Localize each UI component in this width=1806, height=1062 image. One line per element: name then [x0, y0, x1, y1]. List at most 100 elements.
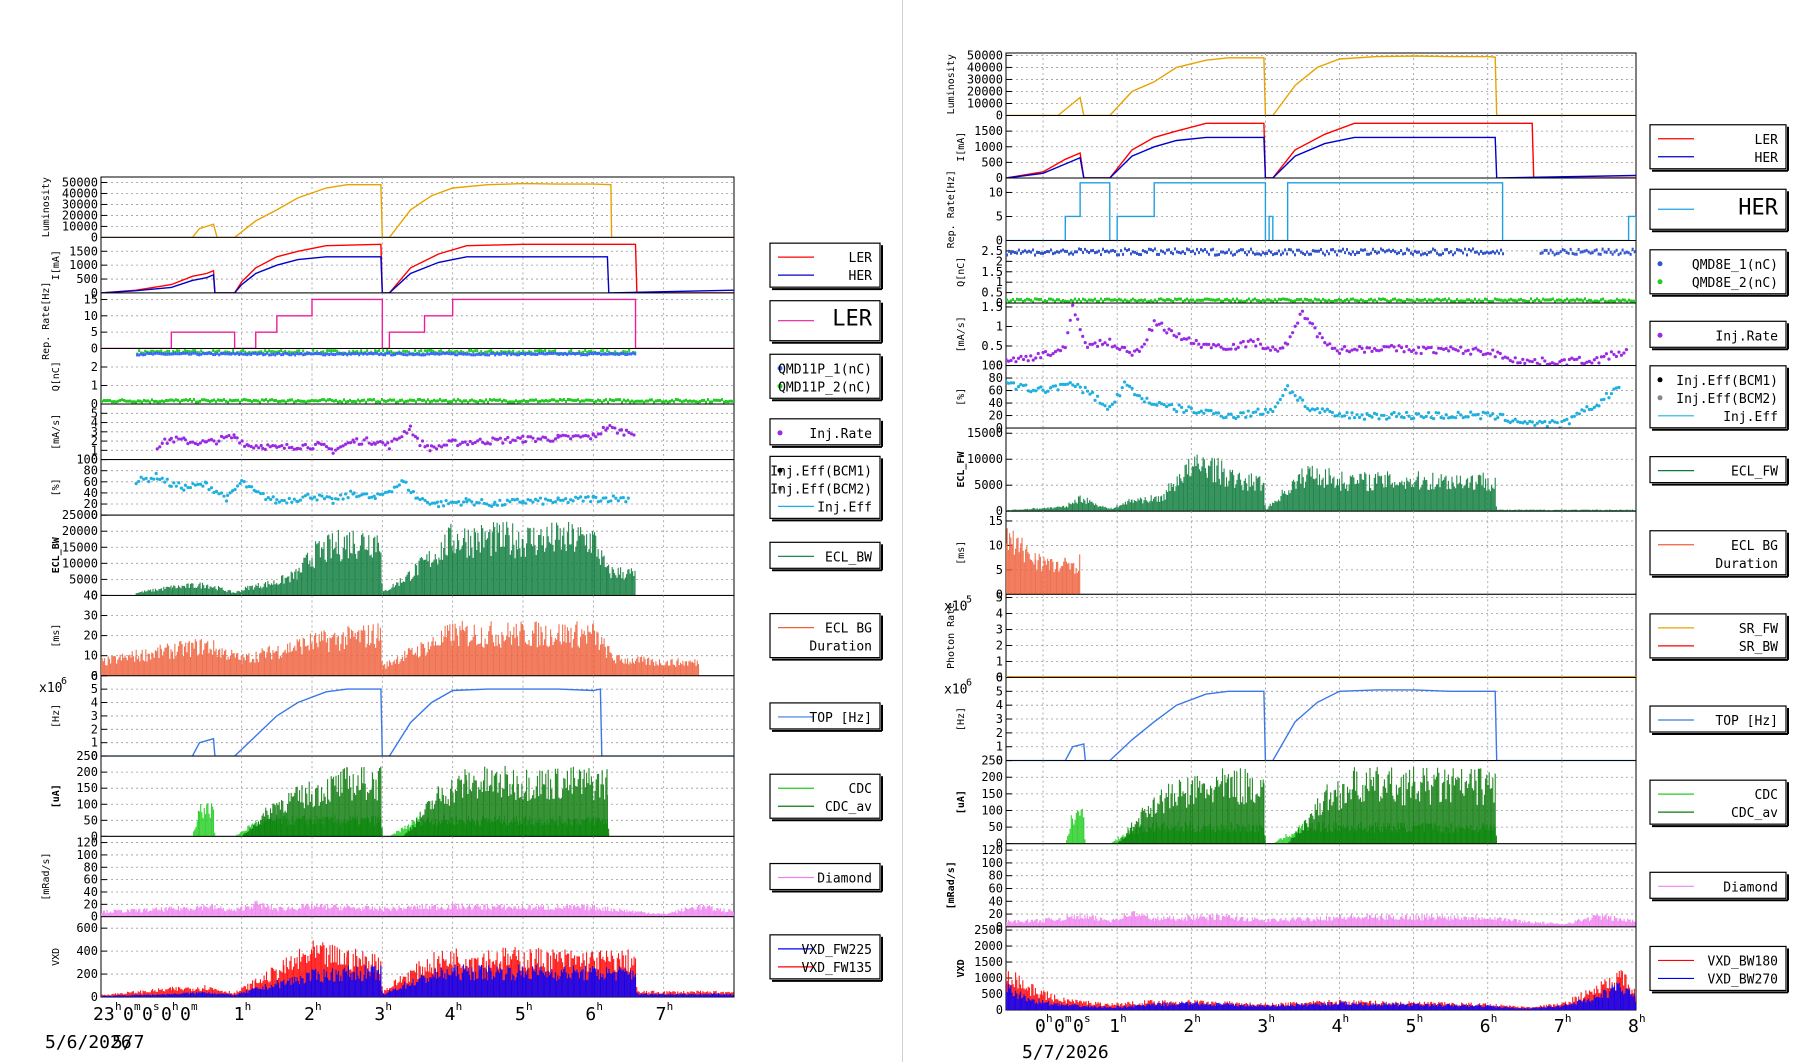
series-point — [1604, 391, 1609, 396]
series-point — [1432, 350, 1436, 355]
series-point — [1609, 392, 1614, 396]
series-point — [276, 350, 279, 354]
x-tick-unit: h — [667, 1000, 674, 1013]
y-tick-label: 1 — [91, 736, 98, 750]
x-tick-label: 5 — [515, 1004, 526, 1025]
series-point — [1024, 354, 1028, 358]
series-point — [588, 350, 591, 354]
series-point — [444, 498, 448, 503]
series-point — [469, 399, 471, 403]
series-point — [1108, 250, 1110, 254]
y-tick-label: 0 — [996, 504, 1003, 518]
series-point — [431, 399, 433, 403]
series-point — [1066, 249, 1068, 253]
series-point — [1108, 405, 1112, 409]
series-point — [1043, 390, 1048, 394]
series-point — [1550, 361, 1554, 365]
legend-label: Duration — [809, 640, 872, 655]
series-point — [601, 425, 605, 430]
series-point — [1611, 252, 1614, 256]
series-point — [468, 348, 471, 352]
series-point — [326, 349, 329, 353]
series-point — [168, 352, 171, 356]
x-tick-label: 1 — [234, 1004, 245, 1025]
series-point — [405, 399, 407, 403]
series-point — [548, 349, 551, 353]
series-line — [101, 182, 734, 238]
series-point — [581, 399, 583, 403]
series-point — [1160, 402, 1164, 406]
series-point — [1254, 344, 1258, 348]
legend-label: Diamond — [1723, 880, 1778, 895]
series-point — [548, 498, 553, 503]
series-point — [1634, 299, 1636, 303]
series-point — [534, 352, 537, 356]
series-point — [360, 351, 363, 355]
series-point — [444, 443, 449, 447]
series-point — [521, 399, 523, 403]
series-point — [383, 443, 387, 447]
x-tick-label: 2 — [304, 1004, 315, 1025]
series-point — [599, 499, 603, 503]
series-point — [1165, 331, 1169, 335]
series-point — [1088, 392, 1092, 396]
series-point — [1249, 414, 1253, 418]
series-point — [1430, 250, 1432, 254]
series-point — [1246, 409, 1250, 413]
series-point — [1446, 299, 1448, 303]
series-point — [387, 399, 389, 403]
series-point — [1437, 411, 1441, 415]
series-point — [1553, 253, 1556, 257]
series-point — [1014, 387, 1018, 391]
series-point — [1148, 300, 1150, 304]
series-point — [434, 352, 437, 356]
series-point — [1436, 251, 1438, 255]
series-point — [1076, 382, 1080, 386]
series-point — [1422, 416, 1426, 420]
series-point — [1609, 350, 1614, 354]
series-point — [522, 352, 525, 356]
series-point — [1095, 344, 1100, 349]
series-point — [1521, 357, 1525, 361]
series-point — [1323, 409, 1327, 413]
series-point — [520, 352, 523, 356]
y-axis-label: Rep. Rate[Hz] — [946, 170, 957, 248]
series-point — [1030, 298, 1032, 302]
series-point — [372, 352, 375, 356]
series-point — [146, 351, 149, 355]
series-point — [1238, 249, 1240, 253]
series-point — [313, 442, 318, 447]
series-point — [1204, 408, 1208, 412]
series-point — [1274, 298, 1276, 302]
series-point — [606, 352, 609, 356]
series-point — [221, 399, 223, 403]
series-point — [312, 495, 317, 499]
series-point — [355, 400, 357, 404]
series-point — [176, 349, 179, 353]
series-point — [1258, 299, 1260, 303]
x-tick-label: 0 — [161, 1004, 172, 1025]
series-point — [152, 477, 156, 481]
series-point — [135, 400, 137, 404]
series-point — [400, 351, 403, 355]
series-point — [506, 353, 509, 357]
series-point — [1571, 251, 1574, 255]
x-tick-unit: h — [245, 1000, 252, 1013]
series-point — [212, 439, 216, 443]
series-point — [448, 352, 451, 356]
series-point — [1501, 413, 1505, 417]
series-point — [1094, 251, 1096, 255]
series-point — [227, 400, 229, 404]
series-group — [1006, 55, 1636, 116]
series-point — [1511, 360, 1515, 364]
series-point — [224, 435, 229, 439]
y-tick-label: 600 — [76, 921, 98, 935]
series-point — [140, 352, 143, 356]
series-point — [632, 351, 635, 355]
series-point — [1063, 382, 1067, 387]
series-point — [401, 479, 406, 484]
series-point — [491, 436, 495, 440]
y-tick-label: 15000 — [967, 426, 1003, 440]
x-tick-label: 7 — [1554, 1016, 1565, 1037]
series-point — [1567, 357, 1571, 362]
